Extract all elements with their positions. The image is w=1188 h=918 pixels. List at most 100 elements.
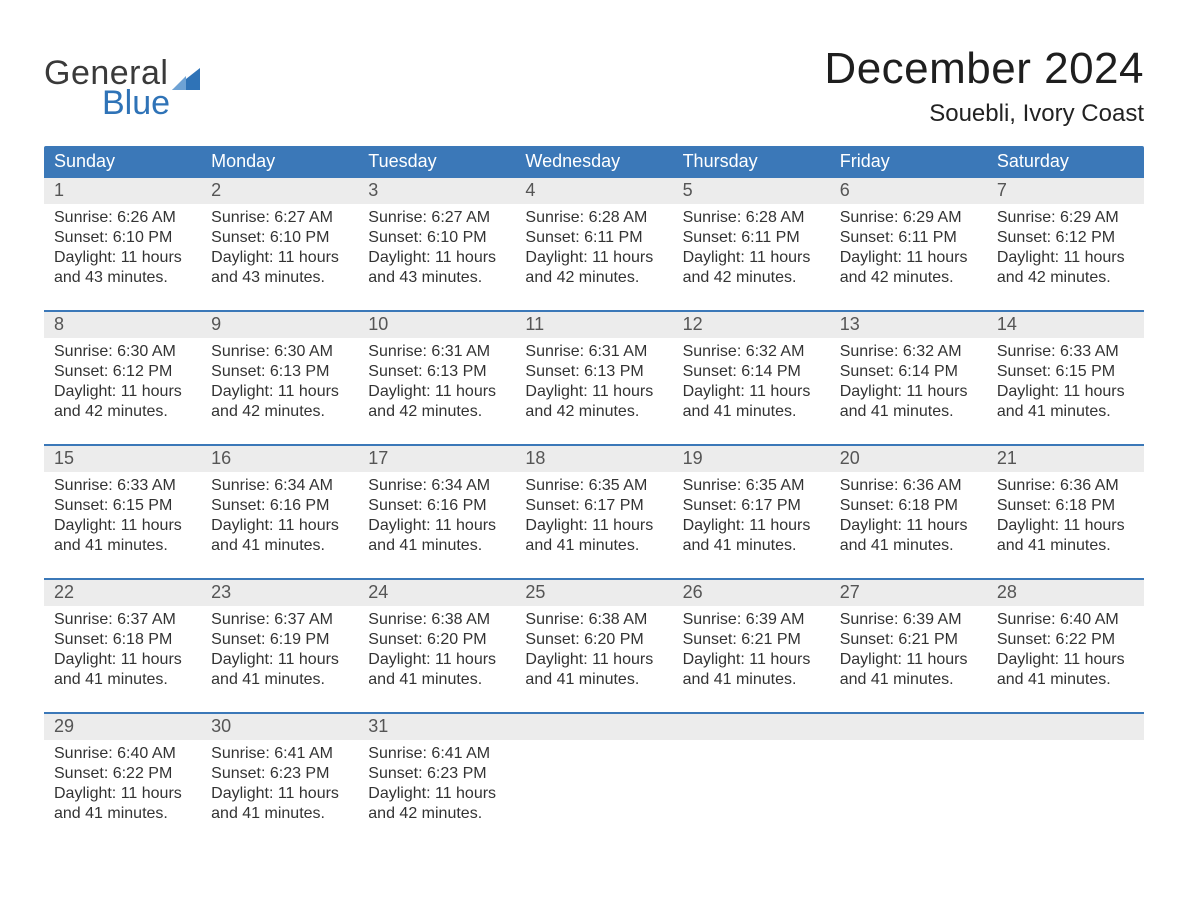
day-number: 25 — [515, 580, 672, 606]
daylight-line: Daylight: 11 hours and 41 minutes. — [683, 650, 820, 690]
daylight-line: Daylight: 11 hours and 41 minutes. — [997, 516, 1134, 556]
day-cell: Sunrise: 6:28 AMSunset: 6:11 PMDaylight:… — [515, 204, 672, 292]
day-number: 18 — [515, 446, 672, 472]
sunrise-line: Sunrise: 6:41 AM — [211, 744, 348, 764]
sunset-line: Sunset: 6:10 PM — [211, 228, 348, 248]
day-number: 11 — [515, 312, 672, 338]
daylight-line: Daylight: 11 hours and 43 minutes. — [368, 248, 505, 288]
sunrise-line: Sunrise: 6:28 AM — [683, 208, 820, 228]
sunrise-line: Sunrise: 6:31 AM — [525, 342, 662, 362]
day-cell: Sunrise: 6:36 AMSunset: 6:18 PMDaylight:… — [830, 472, 987, 560]
day-number — [673, 714, 830, 740]
day-number: 13 — [830, 312, 987, 338]
day-number: 22 — [44, 580, 201, 606]
daylight-line: Daylight: 11 hours and 41 minutes. — [211, 516, 348, 556]
day-number: 24 — [358, 580, 515, 606]
sunrise-line: Sunrise: 6:34 AM — [211, 476, 348, 496]
day-cell: Sunrise: 6:32 AMSunset: 6:14 PMDaylight:… — [673, 338, 830, 426]
day-cell: Sunrise: 6:30 AMSunset: 6:12 PMDaylight:… — [44, 338, 201, 426]
sunset-line: Sunset: 6:18 PM — [997, 496, 1134, 516]
sunrise-line: Sunrise: 6:31 AM — [368, 342, 505, 362]
day-cell: Sunrise: 6:28 AMSunset: 6:11 PMDaylight:… — [673, 204, 830, 292]
daylight-line: Daylight: 11 hours and 41 minutes. — [368, 650, 505, 690]
sunset-line: Sunset: 6:11 PM — [683, 228, 820, 248]
sunset-line: Sunset: 6:20 PM — [368, 630, 505, 650]
daylight-line: Daylight: 11 hours and 41 minutes. — [525, 650, 662, 690]
sunrise-line: Sunrise: 6:36 AM — [997, 476, 1134, 496]
day-number: 31 — [358, 714, 515, 740]
day-cell: Sunrise: 6:29 AMSunset: 6:12 PMDaylight:… — [987, 204, 1144, 292]
day-number: 6 — [830, 178, 987, 204]
day-number: 3 — [358, 178, 515, 204]
day-cell: Sunrise: 6:39 AMSunset: 6:21 PMDaylight:… — [673, 606, 830, 694]
day-number: 21 — [987, 446, 1144, 472]
daylight-line: Daylight: 11 hours and 41 minutes. — [683, 382, 820, 422]
day-body-row: Sunrise: 6:40 AMSunset: 6:22 PMDaylight:… — [44, 740, 1144, 828]
daylight-line: Daylight: 11 hours and 41 minutes. — [211, 784, 348, 824]
daylight-line: Daylight: 11 hours and 41 minutes. — [54, 650, 191, 690]
sunset-line: Sunset: 6:15 PM — [997, 362, 1134, 382]
sunset-line: Sunset: 6:13 PM — [525, 362, 662, 382]
sunrise-line: Sunrise: 6:26 AM — [54, 208, 191, 228]
day-number: 29 — [44, 714, 201, 740]
day-number: 27 — [830, 580, 987, 606]
sunrise-line: Sunrise: 6:40 AM — [997, 610, 1134, 630]
day-number: 26 — [673, 580, 830, 606]
dow-cell: Friday — [830, 146, 987, 178]
day-number: 9 — [201, 312, 358, 338]
sunrise-line: Sunrise: 6:29 AM — [840, 208, 977, 228]
sunrise-line: Sunrise: 6:27 AM — [368, 208, 505, 228]
daylight-line: Daylight: 11 hours and 42 minutes. — [54, 382, 191, 422]
sunrise-line: Sunrise: 6:32 AM — [840, 342, 977, 362]
title-block: December 2024 Souebli, Ivory Coast — [824, 30, 1144, 128]
dow-cell: Sunday — [44, 146, 201, 178]
sunrise-line: Sunrise: 6:37 AM — [211, 610, 348, 630]
day-cell: Sunrise: 6:41 AMSunset: 6:23 PMDaylight:… — [201, 740, 358, 828]
daylight-line: Daylight: 11 hours and 43 minutes. — [211, 248, 348, 288]
day-cell: Sunrise: 6:40 AMSunset: 6:22 PMDaylight:… — [987, 606, 1144, 694]
days-of-week-row: SundayMondayTuesdayWednesdayThursdayFrid… — [44, 146, 1144, 178]
day-cell: Sunrise: 6:35 AMSunset: 6:17 PMDaylight:… — [515, 472, 672, 560]
daylight-line: Daylight: 11 hours and 41 minutes. — [211, 650, 348, 690]
week: 15161718192021Sunrise: 6:33 AMSunset: 6:… — [44, 444, 1144, 560]
daylight-line: Daylight: 11 hours and 41 minutes. — [525, 516, 662, 556]
day-cell: Sunrise: 6:36 AMSunset: 6:18 PMDaylight:… — [987, 472, 1144, 560]
sunset-line: Sunset: 6:11 PM — [525, 228, 662, 248]
day-number — [830, 714, 987, 740]
sunset-line: Sunset: 6:22 PM — [54, 764, 191, 784]
day-cell: Sunrise: 6:31 AMSunset: 6:13 PMDaylight:… — [515, 338, 672, 426]
day-cell: Sunrise: 6:34 AMSunset: 6:16 PMDaylight:… — [358, 472, 515, 560]
day-number: 23 — [201, 580, 358, 606]
day-number: 28 — [987, 580, 1144, 606]
dow-cell: Monday — [201, 146, 358, 178]
sunset-line: Sunset: 6:15 PM — [54, 496, 191, 516]
sunrise-line: Sunrise: 6:32 AM — [683, 342, 820, 362]
daylight-line: Daylight: 11 hours and 41 minutes. — [54, 784, 191, 824]
sunrise-line: Sunrise: 6:33 AM — [54, 476, 191, 496]
sunset-line: Sunset: 6:12 PM — [54, 362, 191, 382]
sunrise-line: Sunrise: 6:27 AM — [211, 208, 348, 228]
day-cell: Sunrise: 6:29 AMSunset: 6:11 PMDaylight:… — [830, 204, 987, 292]
sunset-line: Sunset: 6:13 PM — [211, 362, 348, 382]
day-number: 10 — [358, 312, 515, 338]
day-cell: Sunrise: 6:31 AMSunset: 6:13 PMDaylight:… — [358, 338, 515, 426]
sunset-line: Sunset: 6:18 PM — [840, 496, 977, 516]
sunset-line: Sunset: 6:18 PM — [54, 630, 191, 650]
month-title: December 2024 — [824, 44, 1144, 94]
daylight-line: Daylight: 11 hours and 42 minutes. — [525, 382, 662, 422]
sunset-line: Sunset: 6:23 PM — [368, 764, 505, 784]
daylight-line: Daylight: 11 hours and 42 minutes. — [997, 248, 1134, 288]
sunset-line: Sunset: 6:22 PM — [997, 630, 1134, 650]
sunrise-line: Sunrise: 6:38 AM — [368, 610, 505, 630]
day-cell: Sunrise: 6:26 AMSunset: 6:10 PMDaylight:… — [44, 204, 201, 292]
daylight-line: Daylight: 11 hours and 41 minutes. — [840, 516, 977, 556]
day-cell: Sunrise: 6:40 AMSunset: 6:22 PMDaylight:… — [44, 740, 201, 828]
sunrise-line: Sunrise: 6:39 AM — [683, 610, 820, 630]
dow-cell: Tuesday — [358, 146, 515, 178]
day-number: 30 — [201, 714, 358, 740]
sunset-line: Sunset: 6:14 PM — [683, 362, 820, 382]
day-number: 14 — [987, 312, 1144, 338]
sunset-line: Sunset: 6:17 PM — [525, 496, 662, 516]
sunset-line: Sunset: 6:11 PM — [840, 228, 977, 248]
daylight-line: Daylight: 11 hours and 42 minutes. — [683, 248, 820, 288]
